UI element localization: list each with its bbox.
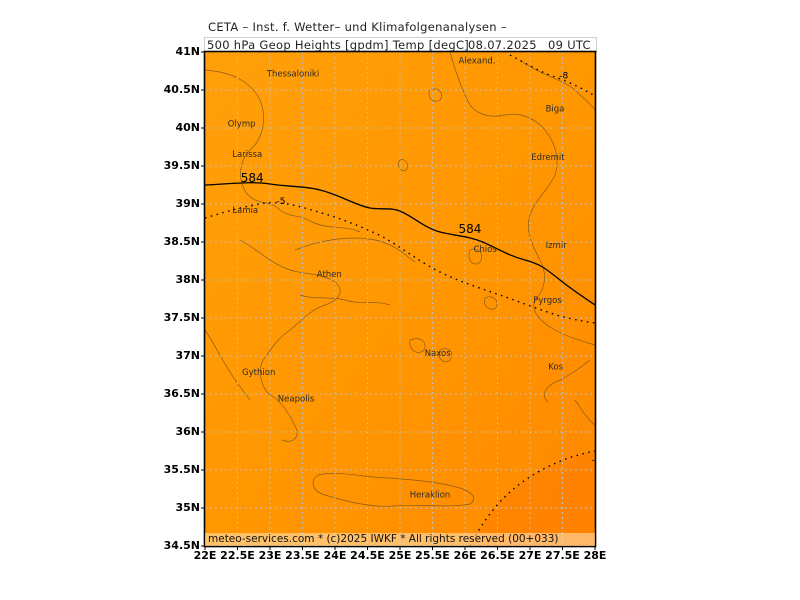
chart-title-line2: 500 hPa Geop Heights [gpdm] Temp [degC] [207,38,470,52]
y-tick-label: 36.5N [163,387,200,400]
y-tick-label: 37N [175,349,200,362]
geopotential-584-contour [205,182,595,306]
y-tick-label: 40.5N [163,83,200,96]
isotherm-label: -5 [277,197,286,207]
y-tick-label: 38N [175,273,200,286]
x-tick-label: 27E [518,549,542,562]
x-tick-label: 27.5E [545,549,580,562]
warm-region [470,450,595,546]
axis-ticks [201,51,596,550]
chart-title-line1: CETA – Inst. f. Wetter– und Klimafolgena… [208,20,507,34]
y-tick-label: 35.5N [163,463,200,476]
contour-labels: 584 584 -8 -5 -4 [241,72,601,466]
city-label: Edremit [531,153,565,163]
forecast-time: 09 UTC [548,38,591,52]
temperature-minus4-isotherm [469,450,595,546]
x-tick-label: 28E [583,549,607,562]
city-label: Neapolis [278,395,315,405]
city-label: Naxos [425,349,452,359]
forecast-date: 08.07.2025 [468,38,537,52]
copyright-footer: meteo-services.com * (c)2025 IWKF * All … [205,533,595,546]
city-label: Izmir [546,241,568,251]
city-label: Gythion [242,368,275,378]
y-tick-label: 36N [175,425,200,438]
city-label: Pyrgos [533,296,562,306]
city-label: Olymp [228,119,256,129]
y-tick-label: 38.5N [163,235,200,248]
x-tick-label: 25E [388,549,412,562]
x-tick-label: 26E [453,549,477,562]
geopotential-contour-label: 584 [241,171,264,185]
x-tick-label: 22E [193,549,217,562]
y-tick-label: 39N [175,197,200,210]
city-label: Larissa [232,150,262,160]
city-label: Thessaloniki [266,69,319,79]
city-label: Kos [548,363,563,373]
city-label: Athen [317,270,342,280]
city-label: Biga [546,104,565,114]
isotherm-label: -4 [592,455,601,465]
y-tick-label: 40N [175,121,200,134]
y-tick-label: 34.5N [163,539,200,552]
city-label: Lamia [232,206,258,216]
y-tick-label: 41N [175,45,200,58]
x-tick-label: 22.5E [220,549,255,562]
x-tick-label: 23.5E [285,549,320,562]
x-tick-label: 24.5E [350,549,385,562]
city-labels: Alexand. Thessaloniki Olymp Biga Larissa Edre… [228,56,567,500]
x-tick-label: 26.5E [480,549,515,562]
graticule [205,52,595,546]
x-tick-label: 25.5E [415,549,450,562]
coastlines [205,52,595,507]
city-label: Heraklion [410,490,451,500]
y-tick-label: 35N [175,501,200,514]
x-tick-label: 23E [258,549,282,562]
geopotential-contour-label: 584 [459,222,482,236]
x-tick-label: 24E [323,549,347,562]
city-label: Chios [473,245,497,255]
y-tick-label: 37.5N [163,311,200,324]
city-label: Alexand. [459,56,496,66]
isotherm-label: -8 [559,72,568,82]
y-tick-label: 39.5N [163,159,200,172]
